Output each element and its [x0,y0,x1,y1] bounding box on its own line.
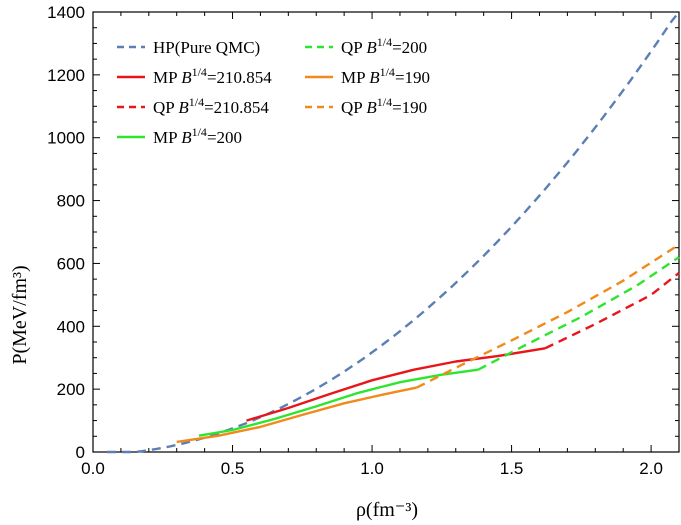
x-tick-label: 2.0 [639,459,663,478]
x-tick-label: 1.5 [500,459,524,478]
y-tick-label: 200 [57,380,85,399]
series-line-5 [176,386,417,444]
x-tick-label: 0.5 [221,459,245,478]
y-tick-label: 800 [57,192,85,211]
y-tick-label: 1400 [47,3,85,22]
series-line-1 [246,347,546,422]
series-line-2 [544,271,680,350]
series-lines [107,11,680,454]
series-line-3 [198,368,479,437]
y-axis-title: P(MeV/fm³) [9,265,31,364]
series-line-4 [477,256,680,371]
legend-entry: QP B1/4=200 [341,35,427,57]
y-tick-label: 400 [57,317,85,336]
y-tick-label: 0 [76,443,85,462]
y-tick-label: 600 [57,254,85,273]
x-tick-label: 1.0 [360,459,384,478]
legend-entry: MP B1/4=210.854 [153,65,272,87]
x-axis-title-text: ρ(fm⁻³) [356,499,418,521]
axis-ticks: 0.0 0.5 1.0 1.5 2.0 0 200 400 600 800 1000 1200 1400 [47,3,680,478]
legend-entry: MP B1/4=200 [153,125,242,147]
legend: HP(Pure QMC) QP B1/4=200 MP B1/4=210.854 MP… [117,35,430,147]
legend-entry: QP B1/4=210.854 [153,95,269,117]
legend-entry: QP B1/4=190 [341,95,427,117]
x-axis-title: ρ(fm⁻³) [356,499,418,521]
series-line-6 [416,243,680,389]
legend-entry: HP(Pure QMC) [153,38,260,57]
legend-entry: MP B1/4=190 [341,65,430,87]
y-axis-title-text: P(MeV/fm³) [9,265,31,364]
y-tick-label: 1200 [47,66,85,85]
y-tick-label: 1000 [47,129,85,148]
x-tick-label: 0.0 [81,459,105,478]
